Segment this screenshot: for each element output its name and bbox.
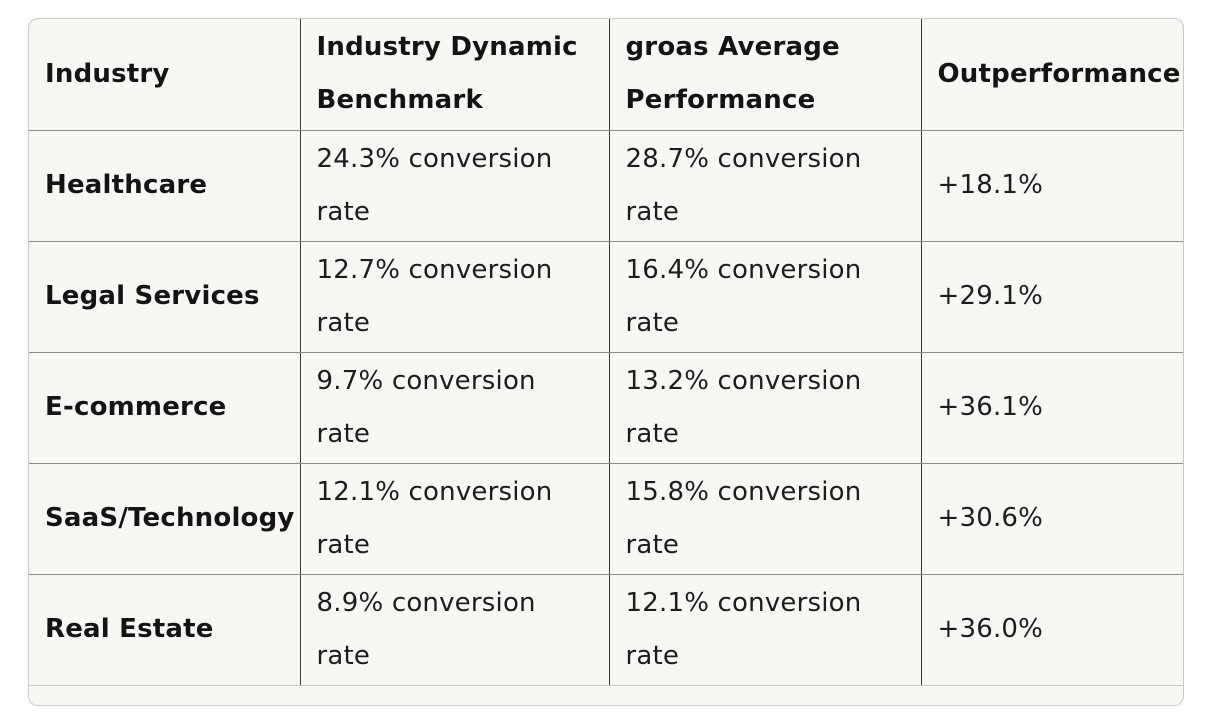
table-row: Real Estate 8.9% conversion rate 12.1% c… [29,574,1183,685]
header-industry: Industry [29,19,301,131]
table-row: SaaS/Technology 12.1% conversion rate 15… [29,463,1183,575]
outperformance-cell: +36.0% [937,614,1044,645]
benchmark-cell: 8.9% conversion rate [300,574,610,685]
header-outperformance: Outperformance [921,19,1183,131]
benchmark-table: Industry Industry Dynamic Benchmark groa… [29,19,1183,685]
header-row: Industry Industry Dynamic Benchmark groa… [29,19,1183,131]
groas-cell: 16.4% conversion rate [609,241,922,353]
table-row: Healthcare 24.3% conversion rate 28.7% c… [29,130,1183,242]
table-header: Industry Industry Dynamic Benchmark groa… [29,19,1183,131]
industry-cell: Healthcare [29,130,301,242]
table-row: Legal Services 12.7% conversion rate 16.… [29,241,1183,353]
industry-cell: Real Estate [29,574,301,685]
table-row: E-commerce 9.7% conversion rate 13.2% co… [29,352,1183,464]
benchmark-cell: 12.1% conversion rate [300,463,610,575]
header-groas-performance: groas Average Performance [609,19,922,131]
benchmark-cell: 9.7% conversion rate [300,352,610,464]
industry-cell: Legal Services [29,241,301,353]
outperformance-cell: +18.1% [921,130,1183,242]
groas-cell: 28.7% conversion rate [609,130,922,242]
industry-cell: E-commerce [29,352,301,464]
benchmark-cell: 24.3% conversion rate [300,130,610,242]
table-card-footer [29,685,1183,705]
groas-cell: 15.8% conversion rate [609,463,922,575]
industry-cell: SaaS/Technology [29,463,301,575]
groas-cell: 13.2% conversion rate [609,352,922,464]
benchmark-cell: 12.7% conversion rate [300,241,610,353]
table-body: Healthcare 24.3% conversion rate 28.7% c… [29,130,1183,685]
header-benchmark: Industry Dynamic Benchmark [300,19,610,131]
outperformance-cell: +29.1% [921,241,1183,353]
outperformance-cell: +36.1% [921,352,1183,464]
groas-cell: 12.1% conversion rate [609,574,922,685]
table-card: Industry Industry Dynamic Benchmark groa… [28,18,1184,706]
outperformance-cell: +30.6% [921,463,1183,575]
